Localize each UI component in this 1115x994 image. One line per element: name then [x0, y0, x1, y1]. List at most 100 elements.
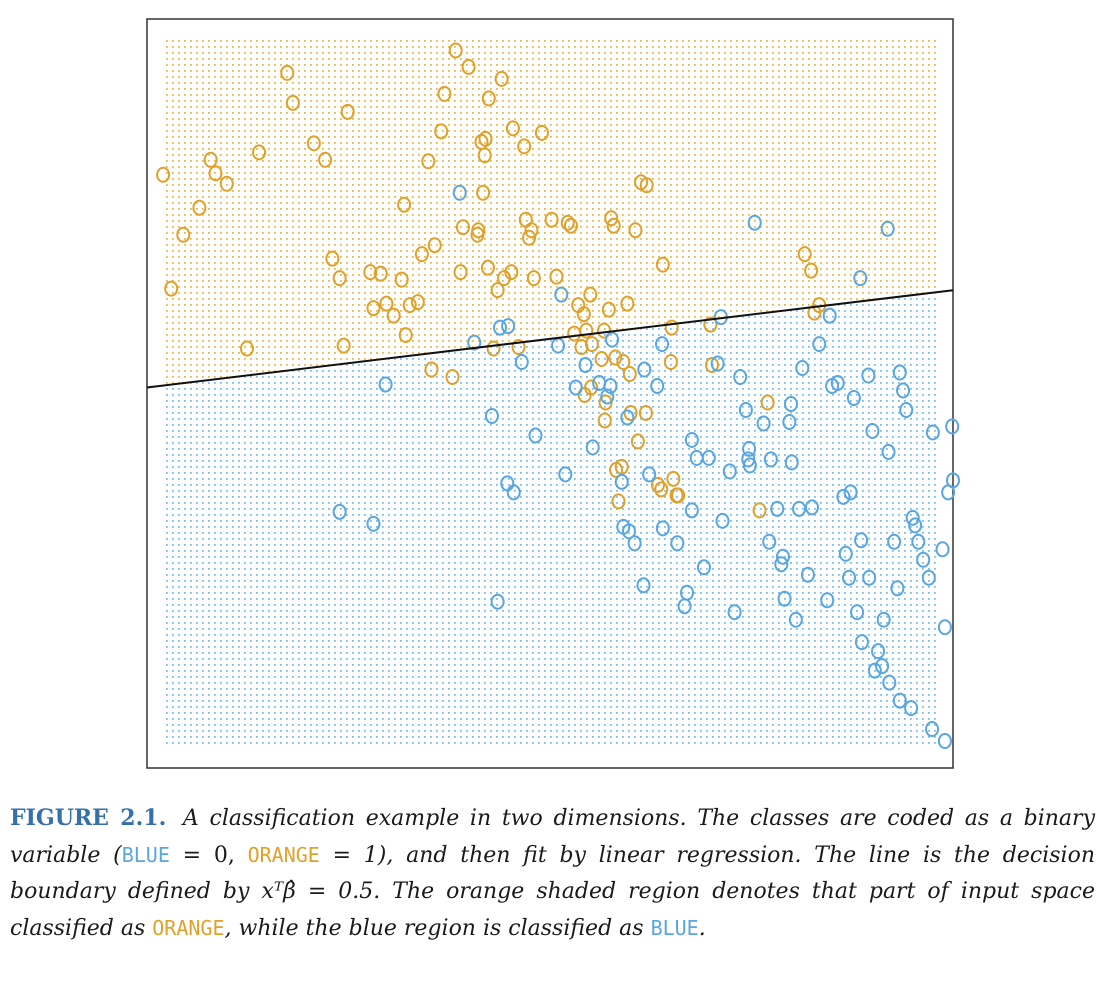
- blue-point: [850, 604, 865, 621]
- blue-point: [853, 270, 868, 287]
- orange-point: [486, 340, 501, 357]
- blue-point: [892, 364, 907, 381]
- blue-point: [677, 598, 692, 615]
- orange-point: [203, 151, 218, 168]
- blue-point: [501, 318, 516, 335]
- blue-point: [783, 395, 798, 412]
- blue-point: [762, 533, 777, 550]
- orange-point: [410, 294, 425, 311]
- blue-point: [603, 378, 618, 395]
- plot-frame: [146, 18, 954, 769]
- orange-point: [584, 379, 599, 396]
- blue-point: [876, 611, 891, 628]
- orange-point: [597, 412, 612, 429]
- blue-point: [775, 548, 790, 565]
- caption-text-5: , while the blue region is classified as: [224, 916, 651, 941]
- orange-point: [176, 226, 191, 243]
- orange-point: [654, 481, 669, 498]
- blue-point: [800, 566, 815, 583]
- orange-point: [397, 196, 412, 213]
- orange-point: [208, 165, 223, 182]
- orange-point: [534, 124, 549, 141]
- blue-point: [710, 355, 725, 372]
- blue-point: [366, 515, 381, 532]
- orange-point: [671, 487, 686, 504]
- figure-caption: FIGURE 2.1. A classification example in …: [10, 800, 1095, 947]
- orange-point: [628, 222, 643, 239]
- caption-text-2: = 0,: [169, 843, 248, 868]
- blue-point: [935, 541, 950, 558]
- orange-point: [639, 177, 654, 194]
- blue-point: [854, 532, 869, 549]
- blue-point: [916, 551, 931, 568]
- orange-point: [620, 295, 635, 312]
- orange-point: [579, 322, 594, 339]
- blue-point: [842, 569, 857, 586]
- orange-point: [608, 349, 623, 366]
- orange-point: [478, 130, 493, 147]
- blue-point: [637, 361, 652, 378]
- blue-point: [925, 721, 940, 738]
- orange-point: [622, 366, 637, 383]
- orange-point: [480, 259, 495, 276]
- blue-point: [875, 658, 890, 675]
- blue-point: [578, 357, 593, 374]
- orange-point: [616, 354, 631, 371]
- blue-point: [946, 472, 960, 489]
- blue-point: [854, 634, 869, 651]
- blue-point: [614, 473, 629, 490]
- orange-point: [705, 357, 720, 374]
- blue-point: [696, 559, 711, 576]
- blue-point: [795, 360, 810, 377]
- orange-point: [318, 151, 333, 168]
- blue-point: [820, 592, 835, 609]
- blue-point: [642, 466, 657, 483]
- blue-shaded-region: [166, 292, 936, 747]
- orange-point: [477, 147, 492, 164]
- orange-point: [434, 123, 449, 140]
- blue-point: [899, 401, 914, 418]
- blue-point: [867, 662, 882, 679]
- blue-point: [911, 533, 926, 550]
- orange-point: [544, 211, 559, 228]
- blue-token: BLUE: [121, 843, 170, 867]
- orange-point: [156, 166, 171, 183]
- orange-point: [414, 246, 429, 263]
- blue-point: [727, 604, 742, 621]
- blue-point: [452, 184, 467, 201]
- blue-point: [904, 700, 919, 717]
- blue-point: [881, 443, 896, 460]
- orange-point: [332, 270, 347, 287]
- blue-point: [822, 307, 837, 324]
- orange-point: [604, 210, 619, 227]
- blue-point: [784, 454, 799, 471]
- orange-point: [760, 394, 775, 411]
- orange-point: [804, 262, 819, 279]
- blue-point: [558, 466, 573, 483]
- orange-point: [455, 219, 470, 236]
- blue-point: [865, 422, 880, 439]
- orange-point: [280, 64, 295, 81]
- orange-point: [437, 85, 452, 102]
- orange-point: [285, 94, 300, 111]
- orange-point: [445, 369, 460, 386]
- blue-point: [921, 569, 936, 586]
- orange-point: [394, 271, 409, 288]
- blue-point: [684, 431, 699, 448]
- orange-point: [505, 120, 520, 137]
- orange-point: [219, 175, 234, 192]
- orange-point: [797, 246, 812, 263]
- blue-point: [770, 500, 785, 517]
- orange-point: [471, 222, 486, 239]
- blue-point: [861, 367, 876, 384]
- orange-point: [526, 270, 541, 287]
- orange-point: [427, 237, 442, 254]
- orange-point: [597, 322, 612, 339]
- blue-point: [788, 611, 803, 628]
- orange-point: [379, 295, 394, 312]
- caption-text-4: . The orange shaded region denotes that …: [10, 879, 1095, 941]
- caption-text-3: = 1), and then fit by linear regression.…: [10, 843, 1096, 904]
- orange-point: [192, 199, 207, 216]
- orange-point: [373, 265, 388, 282]
- blue-point: [722, 463, 737, 480]
